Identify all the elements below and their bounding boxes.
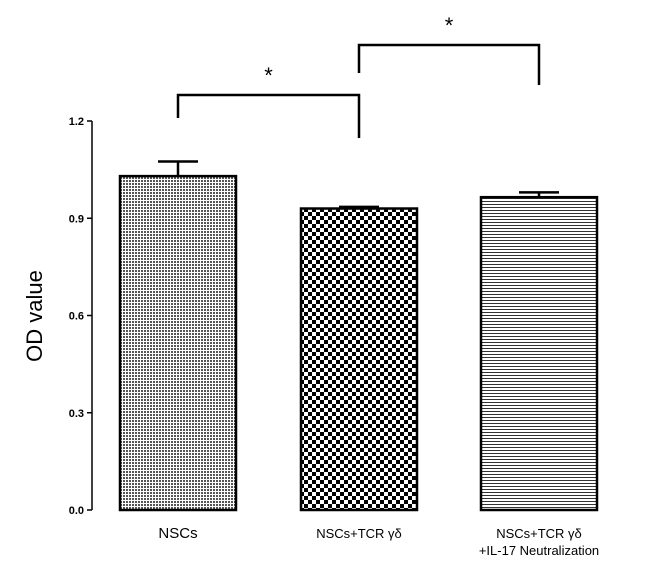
- bar-2: [299, 207, 419, 512]
- significance-star-1: *: [264, 63, 273, 88]
- x-category-label-3: NSCs+TCR γδ +IL-17 Neutralization: [479, 526, 599, 558]
- x-axis-labels: NSCs NSCs+TCR γδ NSCs+TCR γδ +IL-17 Neutral…: [158, 525, 599, 558]
- bar-3: [479, 195, 599, 512]
- bars: [118, 174, 599, 512]
- significance-star-2: *: [445, 13, 454, 38]
- x-category-label-2: NSCs+TCR γδ: [316, 526, 402, 541]
- significance-bracket-2: [357, 43, 541, 85]
- bar-1: [118, 174, 238, 512]
- error-bars: [158, 160, 559, 209]
- y-tick-label: 0.6: [69, 311, 84, 323]
- significance-brackets: **: [176, 13, 541, 138]
- significance-bracket-1: [176, 93, 361, 138]
- x-category-label-1: NSCs: [158, 525, 197, 542]
- y-axis-label: OD value: [22, 270, 47, 362]
- y-tick-label: 0.3: [69, 408, 84, 420]
- y-tick-label: 1.2: [69, 116, 84, 128]
- y-axis: 0.0 0.3 0.6 0.9 1.2: [69, 116, 93, 517]
- y-tick-label: 0.9: [69, 213, 84, 225]
- y-tick-label: 0.0: [69, 505, 84, 517]
